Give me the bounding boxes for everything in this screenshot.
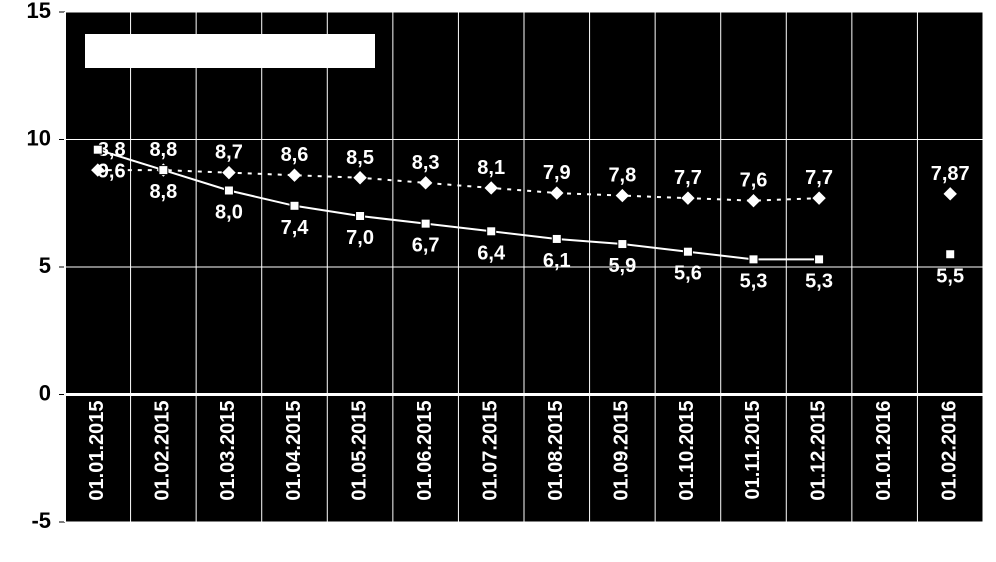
marker-series_b bbox=[290, 201, 299, 210]
y-tick-label: 5 bbox=[39, 253, 51, 278]
chart-container: -5 0 5 10 15 01.01.2015 01.02.2015 01.03.2015 01… bbox=[0, 0, 996, 562]
x-tick-label: 01.05.2015 bbox=[348, 401, 370, 501]
x-tick-label: 01.04.2015 bbox=[283, 401, 305, 501]
x-tick-label: 01.07.2015 bbox=[479, 401, 501, 501]
x-tick-label: 01.03.2015 bbox=[217, 401, 239, 501]
data-label-series_b: 7,4 bbox=[281, 217, 310, 239]
y-tick-label: 10 bbox=[27, 125, 51, 150]
data-label-series_b: 5,3 bbox=[805, 270, 833, 292]
data-label-series_b: 5,9 bbox=[608, 255, 636, 277]
marker-series_b bbox=[224, 186, 233, 195]
data-label-series_a: 7,7 bbox=[674, 167, 702, 189]
marker-series_b bbox=[552, 234, 561, 243]
x-tick-label: 01.08.2015 bbox=[545, 401, 567, 501]
chart-svg: -5 0 5 10 15 01.01.2015 01.02.2015 01.03.2015 01… bbox=[0, 0, 996, 562]
data-label-series_b: 5,5 bbox=[936, 265, 964, 287]
marker-series_b bbox=[618, 240, 627, 249]
x-tick-label: 01.12.2015 bbox=[807, 401, 829, 501]
data-label-series_b: 6,1 bbox=[543, 250, 571, 272]
data-label-series_a: 7,8 bbox=[608, 165, 636, 187]
marker-series_b bbox=[159, 166, 168, 175]
marker-series_b bbox=[487, 227, 496, 236]
x-tick-label: 01.01.2016 bbox=[873, 401, 895, 501]
data-label-series_b: 5,3 bbox=[740, 270, 768, 292]
data-label-series_b: 6,7 bbox=[412, 235, 440, 257]
x-tick-label: 01.01.2015 bbox=[86, 401, 108, 501]
data-label-series_a: 8,8 bbox=[149, 139, 177, 161]
data-label-series_b: 8,8 bbox=[149, 181, 177, 203]
marker-series_b bbox=[815, 255, 824, 264]
data-label-series_a: 8,5 bbox=[346, 147, 374, 169]
data-label-series_b: 6,4 bbox=[477, 242, 506, 264]
data-label-series_a: 8,1 bbox=[477, 157, 505, 179]
marker-series_b bbox=[946, 250, 955, 259]
data-label-series_a: 8,3 bbox=[412, 152, 440, 174]
marker-series_b bbox=[356, 212, 365, 221]
data-label-series_a: 7,87 bbox=[931, 163, 970, 185]
data-label-series_b: 5,6 bbox=[674, 263, 702, 285]
data-label-series_a: 8,7 bbox=[215, 142, 243, 164]
x-tick-label: 01.10.2015 bbox=[676, 401, 698, 501]
marker-series_b bbox=[683, 247, 692, 256]
data-label-series_b: 9,6 bbox=[98, 161, 126, 183]
y-tick-label: -5 bbox=[31, 508, 51, 533]
data-label-series_a: 7,9 bbox=[543, 162, 571, 184]
marker-series_b bbox=[749, 255, 758, 264]
x-tick-label: 01.11.2015 bbox=[742, 401, 764, 500]
x-tick-label: 01.02.2016 bbox=[938, 401, 960, 501]
data-label-series_a: 7,7 bbox=[805, 167, 833, 189]
data-label-series_b: 8,0 bbox=[215, 202, 243, 224]
x-tick-label: 01.02.2015 bbox=[152, 401, 174, 501]
data-label-series_a: 8,6 bbox=[281, 144, 309, 166]
marker-series_b bbox=[93, 145, 102, 154]
marker-series_b bbox=[421, 219, 430, 228]
x-tick-label: 01.09.2015 bbox=[611, 401, 633, 501]
x-tick-label: 01.06.2015 bbox=[414, 400, 436, 500]
legend-box bbox=[85, 34, 375, 68]
y-tick-label: 15 bbox=[27, 0, 51, 23]
data-label-series_a: 7,6 bbox=[740, 170, 768, 192]
y-tick-label: 0 bbox=[39, 380, 51, 405]
data-label-series_b: 7,0 bbox=[346, 227, 374, 249]
